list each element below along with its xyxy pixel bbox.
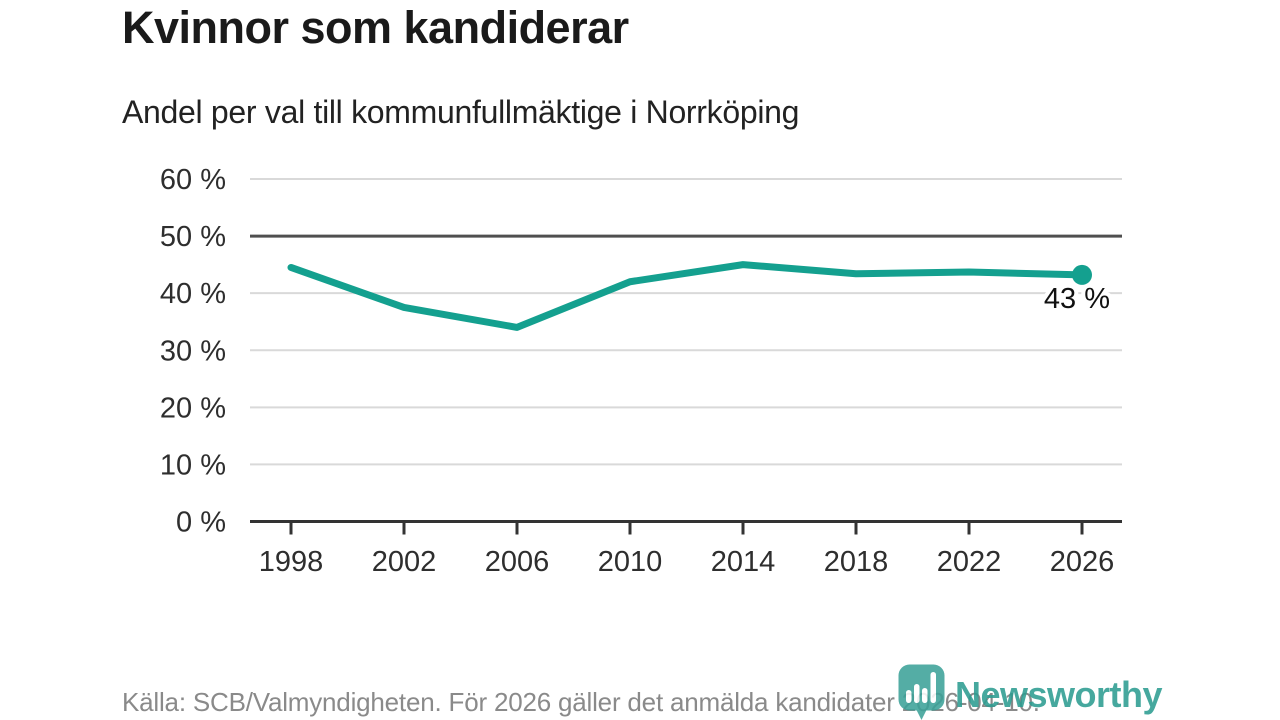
x-tick-label: 2022 [937, 546, 1002, 578]
y-tick-label: 50 % [160, 221, 226, 253]
trend-line [287, 261, 1086, 331]
y-tick-label: 10 % [160, 449, 226, 481]
newsworthy-logo: Newsworthy [897, 663, 1163, 720]
y-tick-label: 40 % [160, 278, 226, 310]
x-tick-label: 2010 [598, 546, 663, 578]
x-tick-label: 2002 [372, 546, 437, 578]
chart-title: Kvinnor som kandiderar [122, 2, 629, 53]
bar-chart-pin-icon [898, 664, 945, 720]
y-tick-label: 30 % [160, 335, 226, 367]
newsworthy-wordmark: Newsworthy [955, 674, 1163, 715]
y-tick-label: 20 % [160, 392, 226, 424]
y-tick-label: 0 % [176, 507, 226, 539]
x-tick-label: 2018 [824, 546, 889, 578]
x-tick-label: 2006 [485, 546, 550, 578]
x-tick-label: 2026 [1050, 546, 1115, 578]
end-point-dot [1072, 264, 1092, 285]
chart-subtitle: Andel per val till kommunfullmäktige i N… [122, 94, 800, 130]
x-tick-label: 2014 [711, 546, 776, 578]
y-tick-label: 60 % [160, 164, 226, 196]
last-value-label: 43 % [1044, 283, 1110, 315]
x-tick-label: 1998 [259, 546, 324, 578]
source-text: Källa: SCB/Valmyndigheten. För 2026 gäll… [122, 687, 1040, 717]
